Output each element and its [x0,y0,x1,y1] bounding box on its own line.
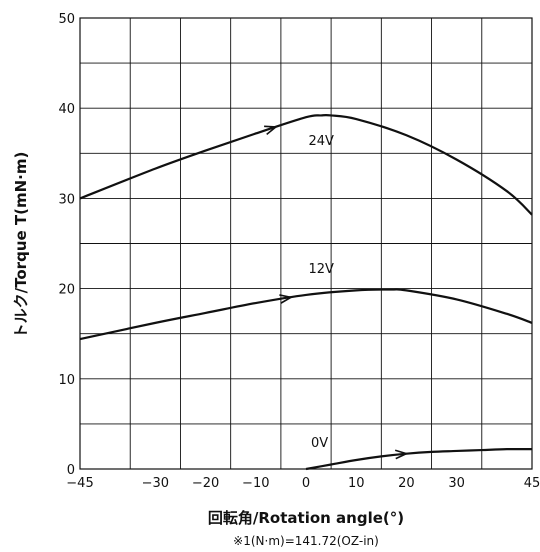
direction-arrow-24v [264,125,279,135]
tick-labels: −45 −30 −20 −10 0 10 20 30 45 0 10 20 30 40 50 [58,12,540,491]
series-line-0v [305,447,533,471]
x-tick-label: −30 [142,476,169,491]
series-line-12v [79,288,533,341]
y-tick-label: 20 [58,283,75,298]
unit-conversion-note: ※1(N·m)=141.72(OZ-in) [233,534,379,548]
y-tick-label: 30 [58,192,75,207]
x-tick-label: −10 [242,476,269,491]
direction-arrow-0v [394,449,409,460]
x-tick-label: 10 [348,476,365,491]
y-tick-label: 40 [58,102,75,117]
x-axis-title: 回転角/Rotation angle(°) [208,509,404,527]
x-tick-label: 30 [448,476,465,491]
x-tick-label: 45 [524,476,540,491]
series-label-24v: 24V [309,134,335,149]
y-tick-label: 0 [67,463,75,478]
series-label-12v: 12V [309,262,335,277]
grid-lines [79,17,533,470]
x-tick-label: −20 [192,476,219,491]
y-tick-label: 50 [58,12,75,27]
x-tick-label: 0 [302,476,310,491]
y-axis-title: トルク/Torque T(mN·m) [12,152,30,339]
x-tick-label: 20 [398,476,415,491]
direction-arrow-12v [279,294,294,304]
x-tick-label: −45 [66,476,93,491]
series-layer: 24V 12V 0V [79,113,533,471]
series-line-24v [79,113,533,216]
series-label-0v: 0V [311,436,328,451]
y-tick-label: 10 [58,373,75,388]
